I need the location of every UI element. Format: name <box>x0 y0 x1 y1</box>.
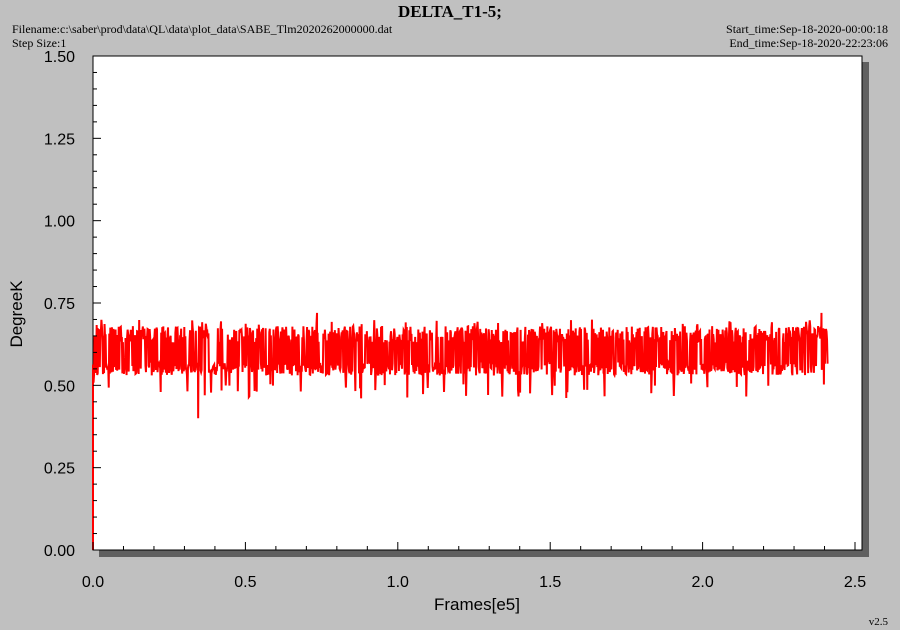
x-axis-label: Frames[e5] <box>434 595 520 614</box>
x-tick-label: 0.5 <box>234 574 256 591</box>
y-axis-label: DegreeK <box>7 280 26 348</box>
end-time-label: End_time:Sep-18-2020-22:23:06 <box>729 36 888 50</box>
version-label: v2.5 <box>868 616 888 628</box>
y-tick-label: 0.50 <box>44 378 75 395</box>
start-time-label: Start_time:Sep-18-2020-00:00:18 <box>726 22 888 36</box>
chart-title: DELTA_T1-5; <box>398 2 502 21</box>
y-tick-label: 1.50 <box>44 49 75 66</box>
step-size-label: Step Size:1 <box>12 36 67 50</box>
x-tick-label: 1.5 <box>539 574 561 591</box>
x-tick-label: 1.0 <box>387 574 409 591</box>
y-tick-label: 0.00 <box>44 543 75 560</box>
x-tick-label: 0.0 <box>82 574 104 591</box>
y-tick-label: 1.25 <box>44 131 75 148</box>
filename-label: Filename:c:\saber\prod\data\QL\data\plot… <box>12 22 393 36</box>
x-tick-label: 2.5 <box>844 574 866 591</box>
series-line <box>92 312 829 550</box>
plot-background <box>92 55 863 551</box>
y-tick-label: 1.00 <box>44 214 75 231</box>
y-tick-label: 0.25 <box>44 461 75 478</box>
y-tick-label: 0.75 <box>44 296 75 313</box>
x-tick-label: 2.0 <box>691 574 713 591</box>
